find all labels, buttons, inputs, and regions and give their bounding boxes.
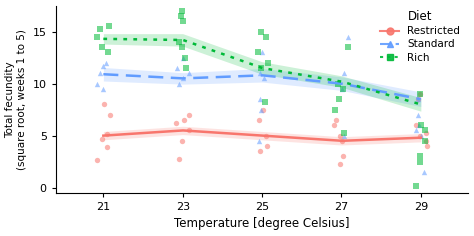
Legend: Restricted, Standard, Rich: Restricted, Standard, Rich (377, 7, 463, 66)
Y-axis label: Total fecundity
(square root, weeks 1 to 5): Total fecundity (square root, weeks 1 to… (6, 29, 27, 170)
Point (417, 92, 424, 96)
Point (256, 71, 264, 75)
Point (185, 129, 192, 132)
Point (179, 56, 187, 59)
Point (422, 139, 429, 143)
Point (344, 45, 352, 49)
Point (104, 51, 111, 54)
Point (173, 66, 181, 70)
Point (103, 132, 110, 135)
Point (93, 158, 101, 161)
Point (98, 45, 105, 49)
Point (256, 97, 264, 101)
Point (255, 118, 263, 122)
Point (175, 82, 182, 85)
Point (340, 131, 348, 134)
Point (263, 144, 271, 148)
Point (105, 25, 113, 28)
Point (337, 162, 344, 166)
Point (412, 184, 420, 187)
Point (335, 97, 343, 101)
Point (417, 92, 424, 96)
Point (103, 145, 111, 149)
Point (106, 113, 114, 117)
Point (339, 87, 346, 91)
Point (421, 139, 428, 143)
Point (254, 51, 261, 54)
Point (344, 35, 352, 39)
Point (257, 30, 265, 34)
Point (258, 108, 265, 111)
Point (262, 35, 269, 39)
Point (423, 144, 431, 148)
Point (332, 118, 339, 122)
Point (181, 118, 188, 122)
Point (415, 113, 422, 117)
Point (415, 123, 422, 127)
Point (97, 28, 104, 31)
Point (255, 139, 263, 143)
Point (259, 108, 267, 111)
Point (100, 87, 107, 91)
Point (100, 64, 107, 68)
Point (417, 134, 424, 138)
Point (93, 35, 101, 39)
Point (99, 137, 106, 141)
Point (338, 139, 346, 143)
Point (175, 40, 182, 44)
Point (337, 134, 344, 138)
Point (102, 61, 109, 65)
Point (96, 71, 104, 75)
Point (262, 134, 270, 138)
Point (412, 129, 419, 132)
Point (414, 97, 422, 101)
Point (334, 82, 341, 85)
Point (417, 123, 425, 127)
Point (338, 87, 346, 91)
Point (341, 134, 348, 138)
Point (414, 97, 422, 101)
Point (261, 76, 268, 80)
Point (172, 121, 180, 125)
Point (416, 155, 424, 158)
Point (416, 160, 423, 164)
Point (185, 71, 192, 75)
Point (185, 113, 193, 117)
Point (180, 76, 187, 80)
Point (420, 170, 428, 174)
Point (178, 139, 186, 143)
Point (179, 9, 186, 13)
X-axis label: Temperature [degree Celsius]: Temperature [degree Celsius] (174, 217, 350, 230)
Point (264, 61, 272, 65)
Point (177, 14, 185, 18)
Point (258, 51, 265, 54)
Point (257, 66, 264, 70)
Point (340, 71, 348, 75)
Point (421, 129, 429, 132)
Point (93, 82, 101, 85)
Point (412, 123, 419, 127)
Point (100, 102, 108, 106)
Point (422, 131, 429, 134)
Point (179, 19, 186, 23)
Point (331, 108, 339, 111)
Point (417, 134, 424, 138)
Point (182, 66, 190, 70)
Point (182, 56, 189, 59)
Point (179, 45, 186, 49)
Point (175, 157, 182, 160)
Point (256, 149, 264, 153)
Point (339, 155, 347, 158)
Point (262, 101, 269, 104)
Point (330, 123, 338, 127)
